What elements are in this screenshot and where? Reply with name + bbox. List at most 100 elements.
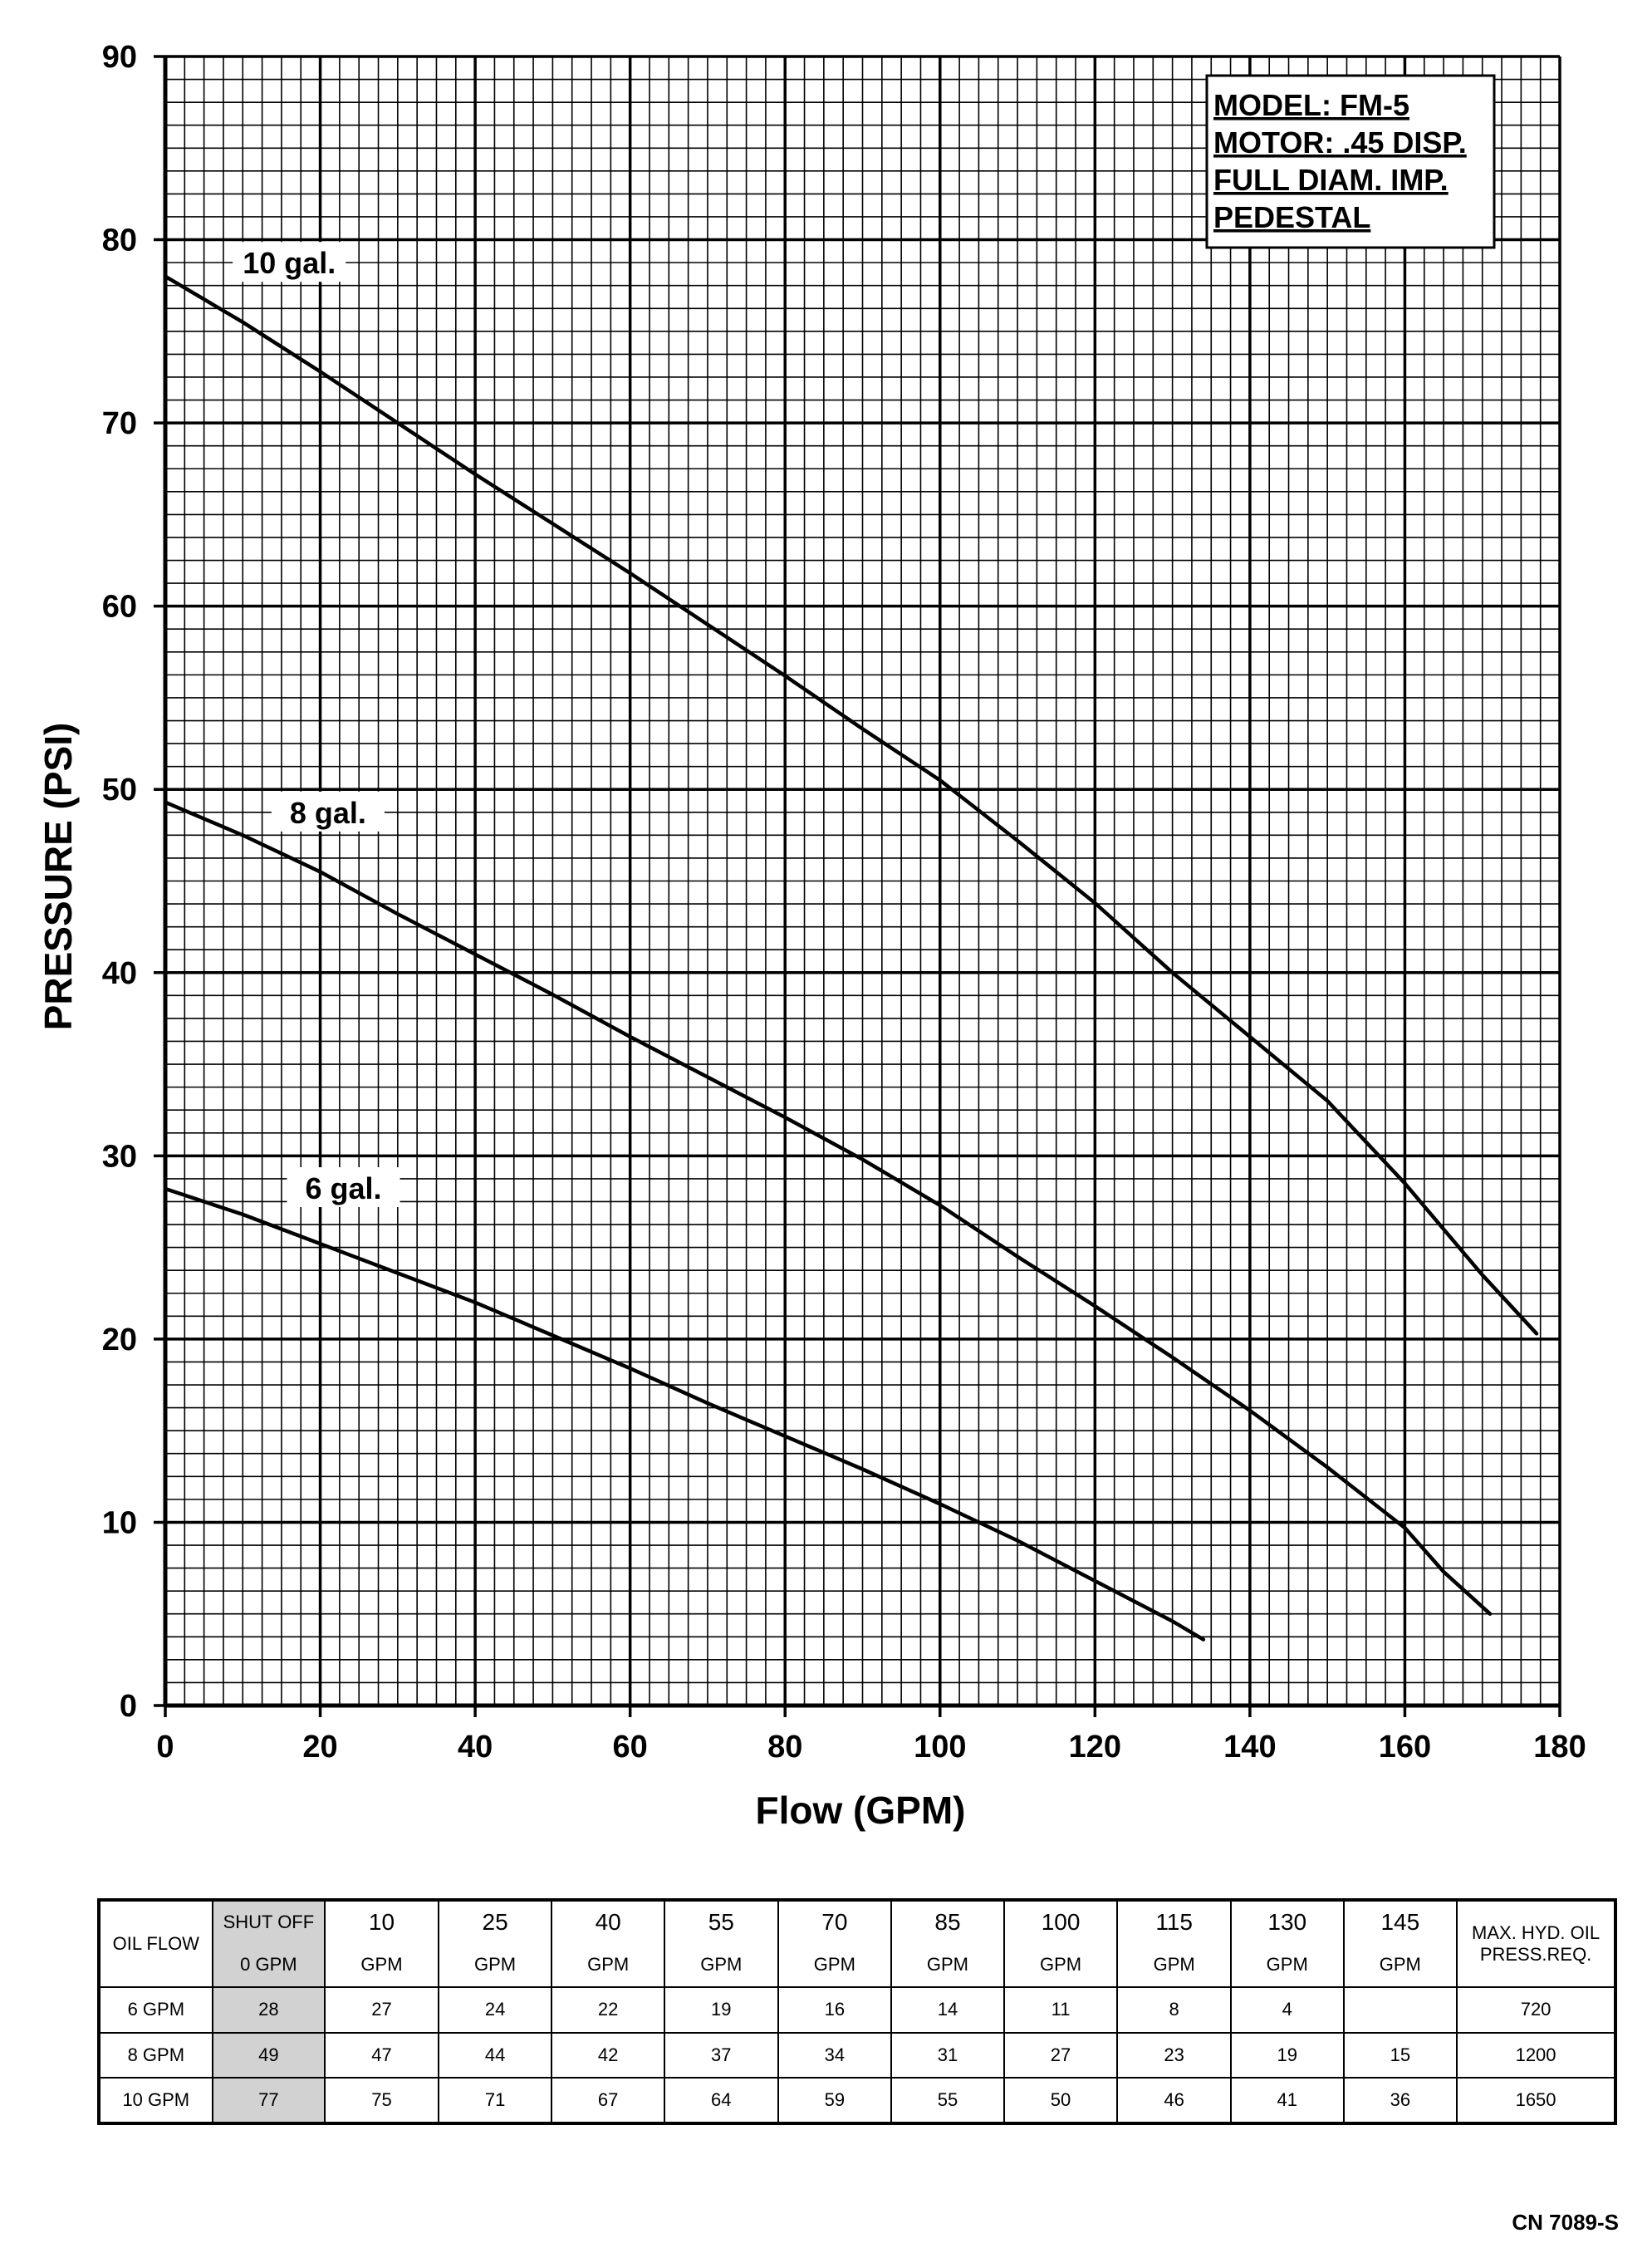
column-header-top: 115 xyxy=(1116,1898,1232,1944)
table-cell: 8 xyxy=(1116,1986,1232,2034)
series-lines xyxy=(163,274,1539,1642)
table-cell: 4 xyxy=(1229,1986,1345,2034)
table-cell: 11 xyxy=(1002,1986,1119,2034)
column-header-bottom: GPM xyxy=(1002,1943,1119,1989)
x-tick-label: 20 xyxy=(302,1730,337,1764)
x-tick-label: 180 xyxy=(1533,1730,1586,1764)
table-cell: 75 xyxy=(324,2077,439,2125)
row-header-cell: OIL FLOW xyxy=(97,1897,213,1989)
pump-performance-chart: 0 20 40 60 80 100 120 140 160 180 0 10 20 30 40 50 60 70… xyxy=(37,40,1586,1832)
y-tick-labels: 0 10 20 30 40 50 60 70 80 90 xyxy=(102,40,137,1724)
max-pressure-cell: 720 xyxy=(1456,1986,1617,2034)
column-header-bottom: GPM xyxy=(890,1943,1005,1989)
column-header-bottom: GPM xyxy=(551,1943,665,1989)
grid-major xyxy=(154,55,1561,1717)
table-cell: 31 xyxy=(890,2031,1005,2079)
row-label: 8 GPM xyxy=(97,2031,213,2079)
column-header-top: 10 xyxy=(324,1898,439,1944)
y-tick-label: 10 xyxy=(102,1505,137,1540)
y-tick-label: 50 xyxy=(102,773,137,807)
table-cell: 15 xyxy=(1342,2031,1458,2079)
table-cell: 44 xyxy=(437,2031,553,2079)
table-header-row: OIL FLOW SHUT OFF 10 25 40 55 70 85 100 115 130 145… xyxy=(97,1897,1617,1989)
table-cell: 19 xyxy=(1229,2031,1345,2079)
table-cell: 14 xyxy=(890,1986,1005,2034)
series-labels: 10 gal. 8 gal. 6 gal. xyxy=(233,242,400,1208)
table-cell: 27 xyxy=(1002,2031,1119,2079)
series-label-bg xyxy=(233,242,346,282)
table-header-row: 0 GPM GPM GPM GPM GPM GPM GPM GPM GPM GPM GPM xyxy=(99,1943,1615,1989)
series-label-bg xyxy=(271,791,385,832)
table-cell: 59 xyxy=(777,2077,893,2125)
x-tick-label: 40 xyxy=(458,1730,493,1764)
column-header-bottom: GPM xyxy=(324,1943,439,1989)
table-cell: 77 xyxy=(211,2077,326,2125)
x-tick-label: 80 xyxy=(767,1730,802,1764)
table-cell: 37 xyxy=(663,2031,779,2079)
series-label: 8 gal. xyxy=(290,796,366,830)
y-tick-label: 80 xyxy=(102,223,137,258)
row-label: 10 GPM xyxy=(97,2077,213,2125)
model-box-line: PEDESTAL xyxy=(1213,200,1370,234)
table-cell: 28 xyxy=(211,1986,326,2034)
x-tick-label: 60 xyxy=(613,1730,648,1764)
table-cell: 42 xyxy=(551,2031,665,2079)
x-tick-label: 140 xyxy=(1223,1730,1276,1764)
series-label: 10 gal. xyxy=(243,246,336,280)
series-line xyxy=(163,1186,1206,1642)
column-header-top: 25 xyxy=(437,1898,553,1944)
column-header-bottom: GPM xyxy=(1229,1943,1345,1989)
max-pressure-cell: 1650 xyxy=(1456,2077,1617,2125)
x-tick-label: 100 xyxy=(914,1730,966,1764)
column-header-top: 55 xyxy=(663,1898,779,1944)
y-tick-label: 90 xyxy=(102,40,137,75)
table-cell: 64 xyxy=(663,2077,779,2125)
table-cell: 23 xyxy=(1116,2031,1232,2079)
flow-pressure-table: OIL FLOW SHUT OFF 10 25 40 55 70 85 100 115 130 145… xyxy=(97,1897,1617,2125)
table-cell: 47 xyxy=(324,2031,439,2079)
column-header-bottom: GPM xyxy=(777,1943,893,1989)
table-cell: 16 xyxy=(777,1986,893,2034)
y-tick-label: 70 xyxy=(102,406,137,441)
x-tick-label: 120 xyxy=(1069,1730,1121,1764)
column-header-bottom: 0 GPM xyxy=(211,1943,326,1989)
document-code: CN 7089-S xyxy=(1512,2210,1619,2235)
x-axis-title: Flow (GPM) xyxy=(756,1789,966,1832)
column-header-top: SHUT OFF xyxy=(211,1898,326,1944)
x-tick-label: 160 xyxy=(1379,1730,1431,1764)
model-box-frame xyxy=(1205,74,1496,249)
table-row: 6 GPM 28 27 24 22 19 16 14 11 8 4 720 xyxy=(97,1986,1617,2034)
table-cell: 55 xyxy=(890,2077,1005,2125)
series-label: 6 gal. xyxy=(306,1171,382,1205)
table-cell: 49 xyxy=(211,2031,326,2079)
max-pressure-header: MAX. HYD. OIL PRESS.REQ. xyxy=(1456,1897,1617,1989)
model-box-line: MOTOR: .45 DISP. xyxy=(1213,125,1467,160)
column-header-top: 70 xyxy=(777,1898,893,1944)
row-label: 6 GPM xyxy=(97,1986,213,2034)
x-tick-label: 0 xyxy=(156,1730,174,1764)
column-header-top: 100 xyxy=(1002,1898,1119,1944)
table-cell: 22 xyxy=(551,1986,665,2034)
table-cell: 36 xyxy=(1342,2077,1458,2125)
table-cell: 71 xyxy=(437,2077,553,2125)
table-cell: 34 xyxy=(777,2031,893,2079)
column-header-bottom: GPM xyxy=(1342,1943,1458,1989)
table-cell: 50 xyxy=(1002,2077,1119,2125)
y-axis-title: PRESSURE (PSI) xyxy=(37,723,80,1031)
column-header-top: 85 xyxy=(890,1898,1005,1944)
column-header-top: 145 xyxy=(1342,1898,1458,1944)
table-cell: 19 xyxy=(663,1986,779,2034)
series-label-bg xyxy=(287,1167,400,1208)
grid-minor xyxy=(165,56,1560,1706)
table-cell: 67 xyxy=(551,2077,665,2125)
series-line xyxy=(163,800,1493,1616)
model-box-line: FULL DIAM. IMP. xyxy=(1213,163,1449,197)
table-row: 8 GPM 49 47 44 42 37 34 31 27 23 19 15 1200 xyxy=(97,2031,1617,2079)
axes xyxy=(163,56,1560,1708)
table-cell: 46 xyxy=(1116,2077,1232,2125)
y-tick-label: 30 xyxy=(102,1139,137,1174)
y-tick-label: 60 xyxy=(102,590,137,625)
y-tick-label: 40 xyxy=(102,956,137,991)
column-header-bottom: GPM xyxy=(663,1943,779,1989)
x-tick-labels: 0 20 40 60 80 100 120 140 160 180 xyxy=(156,1730,1586,1764)
